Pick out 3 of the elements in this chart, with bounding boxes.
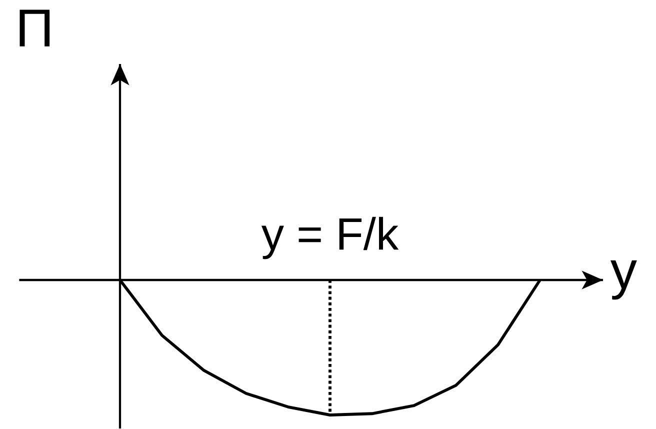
x-axis-title: y <box>610 260 637 300</box>
y-axis-title: Π <box>20 10 50 46</box>
text: y = F/k <box>261 216 399 260</box>
